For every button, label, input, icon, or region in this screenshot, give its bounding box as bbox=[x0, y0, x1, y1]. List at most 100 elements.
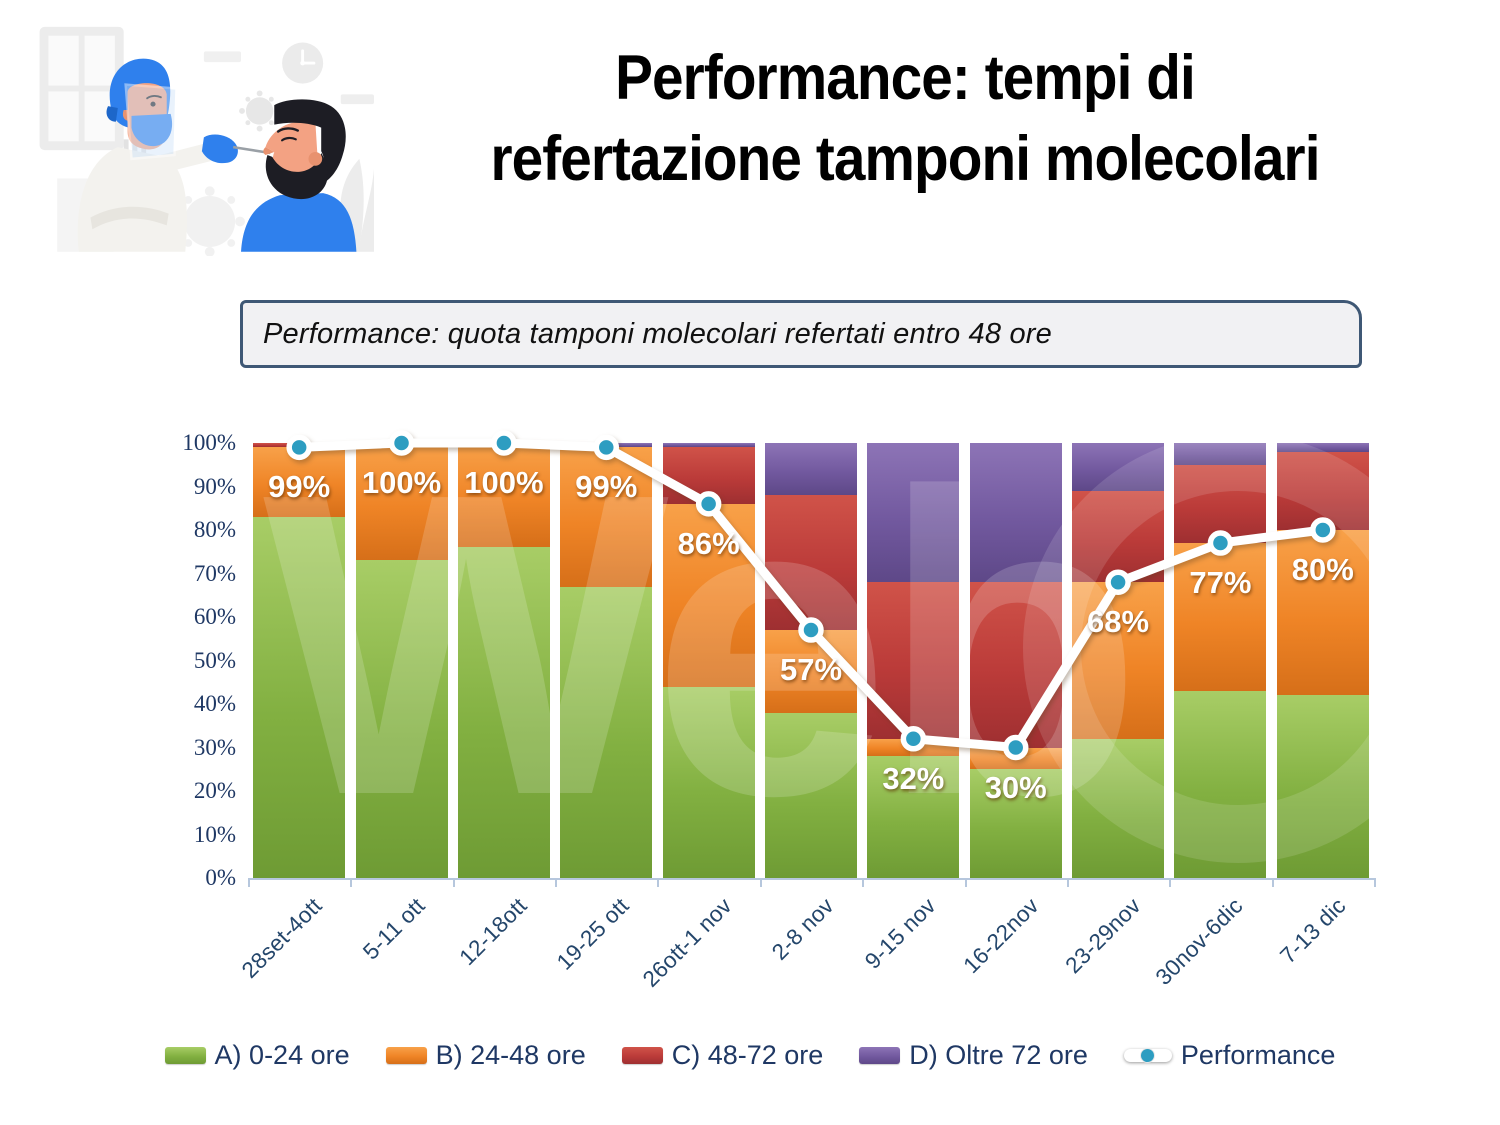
legend-item: D) Oltre 72 ore bbox=[859, 1040, 1088, 1071]
legend-label: D) Oltre 72 ore bbox=[909, 1040, 1088, 1070]
decor-bar bbox=[340, 94, 374, 105]
title-line-1: Performance: tempi di bbox=[615, 43, 1196, 113]
y-tick-label: 60% bbox=[193, 604, 236, 629]
performance-line bbox=[286, 430, 1336, 761]
segment bbox=[662, 503, 755, 687]
y-tick-label: 0% bbox=[205, 865, 236, 890]
segment bbox=[355, 560, 448, 878]
decor-bar bbox=[203, 51, 242, 63]
bar-16-22nov bbox=[969, 443, 1062, 878]
segment bbox=[1072, 738, 1165, 878]
segment bbox=[969, 769, 1062, 878]
segment bbox=[1276, 695, 1369, 878]
performance-marker-icon bbox=[1123, 1048, 1172, 1063]
x-tick bbox=[1374, 878, 1376, 887]
performance-value-label: 100% bbox=[464, 465, 544, 500]
bar-30nov-6dic bbox=[1174, 443, 1267, 878]
performance-marker bbox=[1105, 569, 1131, 595]
legend-item: A) 0-24 ore bbox=[164, 1040, 350, 1071]
segment bbox=[560, 447, 653, 587]
segment bbox=[662, 686, 755, 878]
segment bbox=[1276, 530, 1369, 696]
segment bbox=[560, 586, 653, 878]
y-tick-label: 50% bbox=[193, 647, 236, 673]
x-tick bbox=[248, 878, 250, 887]
performance-value-label: 30% bbox=[984, 769, 1047, 805]
segment bbox=[1174, 464, 1267, 544]
segment bbox=[662, 443, 755, 448]
performance-value-label: 99% bbox=[268, 469, 331, 505]
segment bbox=[253, 516, 346, 878]
segment bbox=[1276, 443, 1369, 452]
performance-marker bbox=[900, 726, 927, 752]
x-tick bbox=[452, 878, 455, 887]
chart-legend: A) 0-24 ore B) 24-48 ore C) 48-72 ore D) Ol… bbox=[0, 1040, 1500, 1071]
segment bbox=[457, 547, 550, 878]
x-tick bbox=[555, 878, 558, 887]
segment bbox=[1072, 443, 1165, 491]
virus-icon bbox=[239, 90, 281, 132]
performance-value-label: 99% bbox=[575, 469, 638, 505]
performance-marker bbox=[1002, 734, 1029, 761]
segment bbox=[765, 630, 857, 713]
segment bbox=[355, 443, 448, 561]
legend-item-performance: Performance bbox=[1123, 1040, 1335, 1071]
segment bbox=[1174, 443, 1267, 465]
x-tick bbox=[759, 878, 762, 887]
segment bbox=[969, 443, 1062, 583]
legend-label: B) 24-48 ore bbox=[435, 1040, 586, 1070]
virus-icon bbox=[174, 186, 245, 256]
legend-item: B) 24-48 ore bbox=[385, 1040, 586, 1071]
performance-marker bbox=[593, 434, 620, 461]
legend-item: C) 48-72 ore bbox=[621, 1040, 824, 1071]
bar-28set-4ott bbox=[253, 443, 346, 878]
clock-icon bbox=[282, 42, 324, 84]
performance-marker bbox=[1207, 530, 1234, 556]
x-tick bbox=[964, 878, 967, 887]
performance-marker bbox=[695, 491, 722, 517]
performance-value-label: 80% bbox=[1291, 552, 1354, 587]
segment bbox=[765, 712, 857, 878]
y-tick-label: 80% bbox=[193, 517, 236, 542]
legend-label: C) 48-72 ore bbox=[671, 1040, 824, 1070]
segment bbox=[969, 582, 1062, 748]
segment bbox=[1174, 690, 1267, 878]
legend-swatch-icon bbox=[859, 1047, 901, 1064]
x-tick bbox=[862, 878, 865, 887]
performance-value-label: 32% bbox=[882, 760, 945, 796]
legend-swatch-icon bbox=[385, 1047, 427, 1064]
performance-marker bbox=[286, 434, 312, 461]
x-tick bbox=[1066, 878, 1069, 887]
performance-value-label: 68% bbox=[1087, 604, 1150, 640]
bar-2-8 nov bbox=[765, 443, 857, 878]
segment bbox=[1276, 451, 1369, 531]
performance-marker bbox=[491, 430, 517, 456]
bar-19-25 ott bbox=[560, 443, 653, 878]
segment bbox=[457, 443, 550, 548]
bar-12-18ott bbox=[457, 443, 550, 878]
y-tick-label: 40% bbox=[193, 691, 236, 716]
y-tick-label: 30% bbox=[193, 734, 236, 760]
segment bbox=[1174, 543, 1267, 691]
segment bbox=[765, 443, 857, 496]
y-tick-label: 20% bbox=[193, 778, 236, 803]
segment bbox=[867, 443, 960, 583]
performance-value-label: 100% bbox=[361, 465, 442, 500]
performance-dot-icon bbox=[1140, 1048, 1156, 1063]
x-tick bbox=[350, 878, 353, 887]
window-icon bbox=[39, 26, 124, 151]
subtitle-box: Performance: quota tamponi molecolari re… bbox=[240, 300, 1362, 368]
performance-marker bbox=[1310, 517, 1336, 543]
segment bbox=[1072, 582, 1165, 739]
stacked-bar-chart: Web 99%100%100%99%86%57%32%30%68%77%80% bbox=[248, 405, 1453, 885]
bar-7-13 dic bbox=[1276, 443, 1369, 878]
performance-value-label: 77% bbox=[1189, 565, 1252, 601]
patient-figure bbox=[241, 99, 357, 252]
y-tick-label: 70% bbox=[193, 560, 236, 586]
x-tick bbox=[1169, 878, 1172, 887]
nurse-figure bbox=[77, 58, 238, 252]
y-tick-label: 90% bbox=[193, 473, 236, 499]
subtitle-text: Performance: quota tamponi molecolari re… bbox=[263, 317, 1052, 350]
performance-marker bbox=[798, 617, 824, 643]
